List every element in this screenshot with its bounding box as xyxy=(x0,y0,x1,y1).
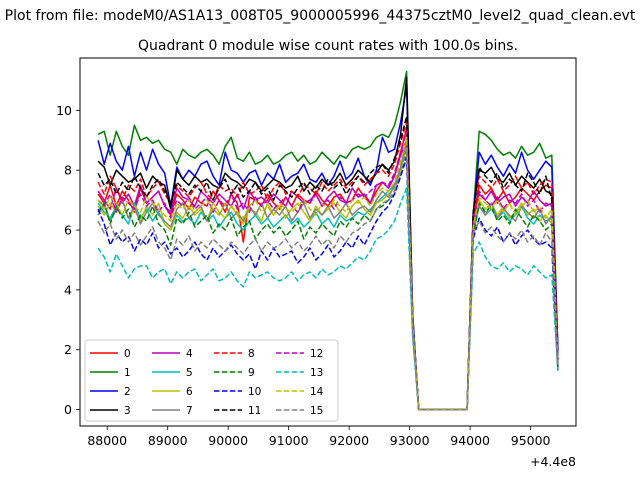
legend-label-2: 2 xyxy=(124,386,131,398)
y-tick-label: 10 xyxy=(56,103,72,118)
x-tick-label: 93000 xyxy=(390,433,430,448)
x-tick-label: 95000 xyxy=(511,433,551,448)
series-line-11 xyxy=(97,115,559,411)
legend-label-15: 15 xyxy=(310,405,323,417)
legend-label-0: 0 xyxy=(124,348,131,360)
legend-label-7: 7 xyxy=(186,405,193,417)
series-line-7 xyxy=(97,139,559,411)
x-tick-label: 88000 xyxy=(87,433,127,448)
legend-label-5: 5 xyxy=(186,367,193,379)
figure-suptitle: Plot from file: modeM0/AS1A13_008T05_900… xyxy=(5,8,636,24)
series-line-13 xyxy=(97,187,559,411)
series-line-1 xyxy=(97,70,559,411)
x-tick-label: 90000 xyxy=(208,433,248,448)
legend-label-14: 14 xyxy=(310,386,324,398)
legend-box xyxy=(84,339,339,422)
series-line-14 xyxy=(97,136,559,411)
series-line-12 xyxy=(97,130,559,411)
legend-label-3: 3 xyxy=(124,405,131,417)
x-tick-label: 91000 xyxy=(269,433,309,448)
y-tick-label: 8 xyxy=(64,163,72,178)
legend-label-6: 6 xyxy=(186,386,193,398)
legend-label-13: 13 xyxy=(310,367,323,379)
series-line-9 xyxy=(97,154,559,411)
series-line-10 xyxy=(97,157,559,411)
y-tick-label: 6 xyxy=(64,223,72,238)
chart-title: Quadrant 0 module wise count rates with … xyxy=(138,38,518,54)
legend-label-11: 11 xyxy=(248,405,261,417)
series-line-4 xyxy=(97,139,559,411)
y-tick-label: 4 xyxy=(64,282,72,297)
series-layer xyxy=(97,70,559,411)
x-tick-label: 92000 xyxy=(329,433,369,448)
legend-label-1: 1 xyxy=(124,367,131,379)
x-tick-label: 94000 xyxy=(450,433,490,448)
y-tick-label: 2 xyxy=(64,342,72,357)
legend-label-9: 9 xyxy=(248,367,255,379)
legend-label-12: 12 xyxy=(310,348,323,360)
plot-frame xyxy=(79,57,577,427)
legend-label-4: 4 xyxy=(186,348,193,360)
x-axis: 88000 89000 90000 91000 92000 93000 94000 95000 xyxy=(87,426,551,448)
legend-label-8: 8 xyxy=(248,348,255,360)
x-tick-label: 89000 xyxy=(148,433,188,448)
series-line-15 xyxy=(97,148,559,411)
y-tick-label: 0 xyxy=(64,402,72,417)
legend-label-10: 10 xyxy=(248,386,261,398)
x-offset-label: +4.4e8 xyxy=(530,454,576,469)
y-axis: 0 2 4 6 8 10 xyxy=(56,103,80,417)
